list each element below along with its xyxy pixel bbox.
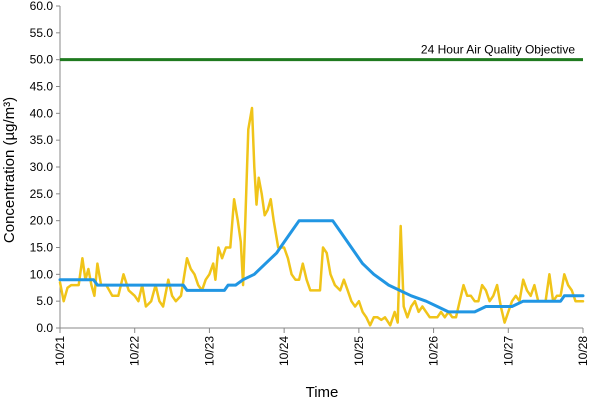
y-axis-title: Concentration (µg/m³) bbox=[1, 97, 18, 243]
reference-line-group: 24 Hour Air Quality Objective bbox=[60, 43, 583, 62]
series-line-2 bbox=[58, 219, 585, 314]
y-tick-label: 30.0 bbox=[30, 160, 54, 174]
reference-line-label: 24 Hour Air Quality Objective bbox=[421, 43, 575, 57]
y-tick-label: 25.0 bbox=[30, 187, 54, 201]
y-tick-label: 55.0 bbox=[30, 26, 54, 40]
y-tick-label: 60.0 bbox=[30, 0, 54, 13]
x-axis: 10/21 10/22 10/23 10/24 10/25 10/26 10/27 10/28 bbox=[53, 327, 590, 366]
series-group bbox=[58, 106, 585, 327]
y-tick-label: 45.0 bbox=[30, 80, 54, 94]
x-tick-label: 10/28 bbox=[576, 336, 590, 366]
y-tick-label: 35.0 bbox=[30, 133, 54, 147]
y-tick-label: 10.0 bbox=[30, 267, 54, 281]
y-tick-label: 50.0 bbox=[30, 53, 54, 67]
y-tick-label: 20.0 bbox=[30, 214, 54, 228]
x-tick-label: 10/23 bbox=[202, 336, 216, 366]
x-tick-label: 10/25 bbox=[352, 336, 366, 366]
x-tick-label: 10/24 bbox=[277, 336, 291, 366]
x-tick-label: 10/22 bbox=[128, 336, 142, 366]
y-tick-label: 15.0 bbox=[30, 241, 54, 255]
x-tick-label: 10/27 bbox=[501, 336, 515, 366]
x-tick-label: 10/26 bbox=[427, 336, 441, 366]
y-axis: 0.0 5.0 10.0 15.0 20.0 25.0 30.0 35.0 40.0 45.0 50… bbox=[30, 0, 61, 335]
series-line-1 bbox=[58, 106, 585, 327]
x-tick-label: 10/21 bbox=[53, 336, 67, 366]
y-tick-label: 5.0 bbox=[36, 294, 53, 308]
x-axis-title: Time bbox=[306, 384, 339, 400]
y-tick-label: 0.0 bbox=[36, 321, 53, 335]
y-tick-label: 40.0 bbox=[30, 106, 54, 120]
